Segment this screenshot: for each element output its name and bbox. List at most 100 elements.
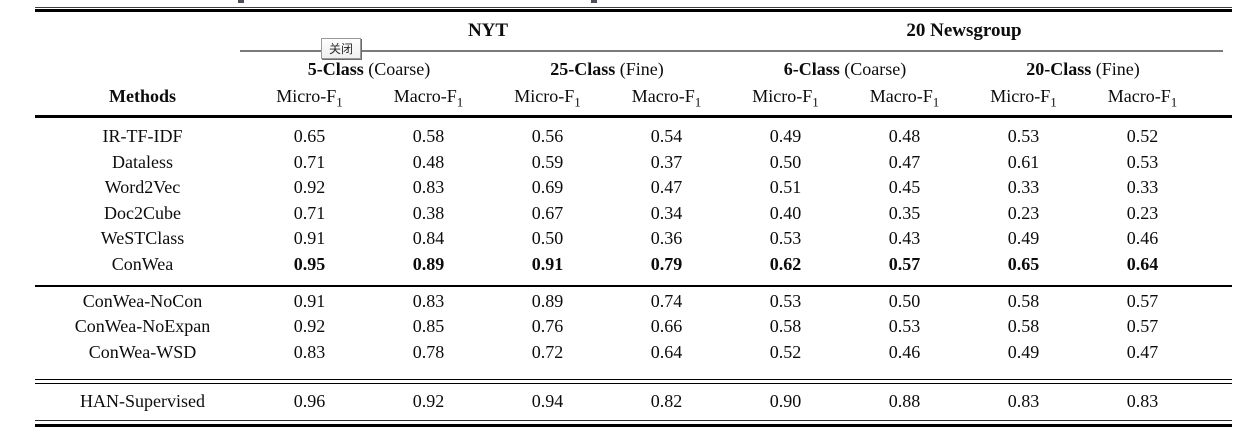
metric-value: 0.53	[769, 228, 802, 249]
filler-cell	[1202, 201, 1232, 227]
metric-value: 0.50	[531, 228, 564, 249]
metric-value: 0.49	[1007, 228, 1040, 249]
metric-subscript: 1	[1050, 94, 1057, 110]
method-name: Dataless	[112, 151, 173, 172]
metric-value: 0.64	[650, 341, 683, 362]
dataset-group-title: NYT	[467, 19, 509, 41]
methods-column-header: Methods	[109, 86, 176, 106]
subgroup-title-rest: (Fine)	[615, 59, 664, 79]
method-name: HAN-Supervised	[80, 390, 205, 411]
metric-name: Macro-F	[1107, 86, 1171, 106]
spacer-row	[35, 116, 1232, 124]
metric-subscript: 1	[812, 94, 819, 110]
empty-header-cell	[35, 11, 250, 50]
metric-value: 0.48	[888, 126, 921, 147]
metric-value: 0.65	[293, 126, 326, 147]
metric-value: 0.48	[412, 151, 445, 172]
metric-value: 0.58	[1007, 316, 1040, 337]
metric-header-row: Methods Micro-F1 Macro-F1 Micro-F1 Macro…	[35, 84, 1232, 116]
metric-name: Micro-F	[990, 86, 1051, 106]
metric-value: 0.34	[650, 202, 683, 223]
metric-value: 0.95	[293, 253, 326, 274]
spacer-row	[35, 365, 1232, 385]
table-row: Dataless 0.71 0.48 0.59 0.37 0.50 0.47 0.61 0.53	[35, 150, 1232, 176]
metric-name: Macro-F	[631, 86, 695, 106]
metric-value: 0.56	[531, 126, 564, 147]
metric-subscript: 1	[694, 94, 702, 110]
metric-value: 0.71	[293, 202, 326, 223]
metric-value: 0.83	[1126, 390, 1159, 411]
metric-value: 0.83	[412, 177, 445, 198]
metric-value: 0.50	[888, 290, 921, 311]
metric-header: Micro-F1	[250, 84, 369, 116]
metric-value: 0.83	[293, 341, 326, 362]
spacer-row	[35, 277, 1232, 286]
metric-value: 0.61	[1007, 151, 1040, 172]
metric-value: 0.72	[531, 341, 564, 362]
metric-subscript: 1	[1170, 94, 1178, 110]
metric-value: 0.65	[1007, 253, 1040, 274]
metric-value: 0.58	[1007, 290, 1040, 311]
metric-value: 0.51	[769, 177, 802, 198]
filler-cell	[1202, 84, 1232, 116]
table-row: ConWea-NoCon 0.91 0.83 0.89 0.74 0.53 0.50 0.58…	[35, 289, 1232, 315]
metric-value: 0.67	[531, 202, 564, 223]
metric-value: 0.69	[531, 177, 564, 198]
class-subgroup-row: 5-Class (Coarse) 25-Class (Fine) 6-Class…	[35, 50, 1232, 84]
metric-value: 0.78	[412, 341, 445, 362]
metric-name: Micro-F	[514, 86, 575, 106]
metric-value: 0.82	[650, 390, 683, 411]
metric-value: 0.43	[888, 228, 921, 249]
metric-value: 0.45	[888, 177, 921, 198]
method-name: ConWea-NoExpan	[74, 316, 211, 337]
metric-value: 0.57	[1126, 290, 1159, 311]
metric-value: 0.57	[1126, 316, 1159, 337]
supervised-section: HAN-Supervised 0.96 0.92 0.94 0.82 0.90 0.88 0.…	[35, 385, 1232, 421]
table-row: HAN-Supervised 0.96 0.92 0.94 0.82 0.90 0.88 0.…	[35, 389, 1232, 415]
metric-value: 0.53	[769, 290, 802, 311]
filler-cell	[1202, 175, 1232, 201]
metric-value: 0.91	[293, 228, 326, 249]
method-name: Doc2Cube	[104, 202, 181, 223]
metric-value: 0.36	[650, 228, 683, 249]
subgroup-title-rest: (Coarse)	[363, 59, 431, 79]
metric-value: 0.54	[650, 126, 683, 147]
metric-value: 0.89	[412, 253, 445, 274]
filler-cell	[1202, 289, 1232, 315]
subgroup-title: 20-Class (Fine)	[964, 50, 1202, 84]
metric-name: Macro-F	[869, 86, 933, 106]
table-row: Doc2Cube 0.71 0.38 0.67 0.34 0.40 0.35 0.23 0.23	[35, 201, 1232, 227]
metric-subscript: 1	[932, 94, 940, 110]
metric-value: 0.40	[769, 202, 802, 223]
metric-value: 0.92	[412, 390, 445, 411]
metric-value: 0.53	[1126, 151, 1159, 172]
dataset-group-title: 20 Newsgroup	[906, 19, 1022, 41]
table-row: ConWea-WSD 0.83 0.78 0.72 0.64 0.52 0.46 0.49 0.…	[35, 340, 1232, 366]
baselines-section: IR-TF-IDF 0.65 0.58 0.56 0.54 0.49 0.48 0.53 0.5…	[35, 116, 1232, 286]
close-button[interactable]: 关闭	[321, 38, 361, 59]
filler-cell	[1202, 252, 1232, 278]
cropped-text-fragment	[238, 0, 244, 3]
filler-cell	[1202, 389, 1232, 415]
table-row: Word2Vec 0.92 0.83 0.69 0.47 0.51 0.45 0.33 0.33	[35, 175, 1232, 201]
metric-value: 0.58	[769, 316, 802, 337]
metric-value: 0.23	[1007, 202, 1040, 223]
metric-value: 0.62	[769, 253, 802, 274]
metric-value: 0.88	[888, 390, 921, 411]
metric-value: 0.52	[769, 341, 802, 362]
subgroup-title-bold: 6-Class	[783, 59, 840, 79]
metric-value: 0.92	[293, 316, 326, 337]
table-row: WeSTClass 0.91 0.84 0.50 0.36 0.53 0.43 0.49 0.4…	[35, 226, 1232, 252]
metric-name: Micro-F	[752, 86, 813, 106]
metric-value: 0.91	[531, 253, 564, 274]
metric-header: Macro-F1	[369, 84, 488, 116]
metric-header: Micro-F1	[726, 84, 845, 116]
subgroup-title: 6-Class (Coarse)	[726, 50, 964, 84]
filler-cell	[1202, 50, 1232, 84]
metric-name: Macro-F	[393, 86, 457, 106]
metric-value: 0.84	[412, 228, 445, 249]
metric-value: 0.47	[650, 177, 683, 198]
subgroup-title: 5-Class (Coarse)	[250, 50, 488, 84]
subgroup-title-bold: 5-Class	[307, 59, 364, 79]
